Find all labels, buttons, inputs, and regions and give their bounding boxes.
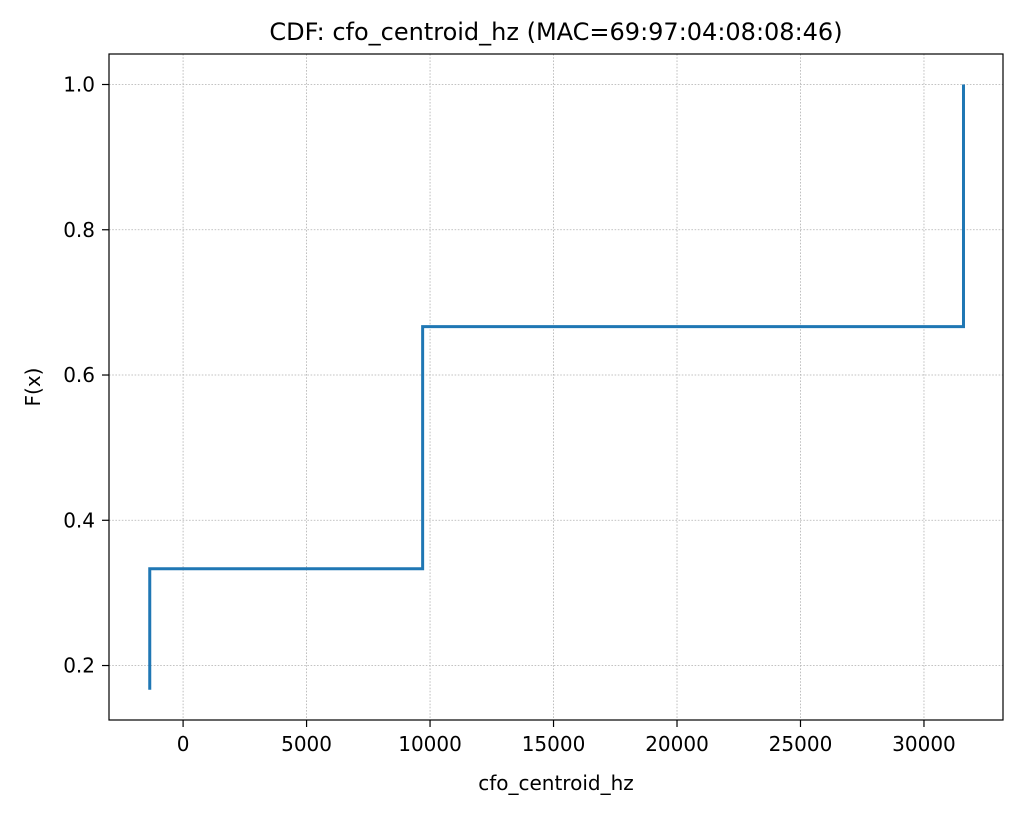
- x-axis-label: cfo_centroid_hz: [478, 771, 634, 795]
- x-tick-label: 15000: [522, 732, 586, 756]
- x-tick-label: 10000: [398, 732, 462, 756]
- x-tick-label: 0: [177, 732, 190, 756]
- chart-title: CDF: cfo_centroid_hz (MAC=69:97:04:08:08…: [269, 18, 842, 46]
- y-tick-label: 0.2: [63, 654, 95, 678]
- x-tick-label: 20000: [645, 732, 709, 756]
- plot-frame: [108, 53, 1004, 721]
- x-tick-label: 5000: [281, 732, 332, 756]
- y-axis-label: F(x): [21, 368, 45, 407]
- cdf-step-line: [148, 84, 965, 690]
- y-tick-label: 0.6: [63, 363, 95, 387]
- y-tick-label: 0.8: [63, 218, 95, 242]
- y-tick-label: 0.4: [63, 508, 95, 532]
- grid-layer: [109, 54, 1003, 720]
- tick-layer: 0 5000 10000 15000 20000 25000 30000 0.2 0.4 0.6 0…: [63, 73, 956, 756]
- series-layer: [148, 84, 965, 690]
- y-tick-label: 1.0: [63, 73, 95, 97]
- x-tick-label: 30000: [892, 732, 956, 756]
- x-tick-label: 25000: [769, 732, 833, 756]
